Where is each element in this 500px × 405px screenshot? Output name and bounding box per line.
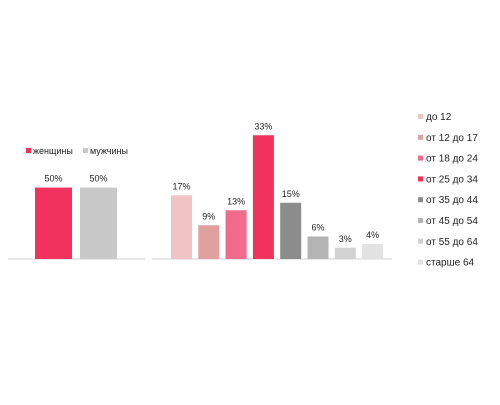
age-legend-label-4: от 35 до 44 bbox=[426, 195, 478, 206]
gender-legend-label-0: женщины bbox=[33, 146, 73, 156]
age-legend-label-6: от 55 до 64 bbox=[426, 237, 478, 248]
gender-legend-label-1: мужчины bbox=[90, 146, 128, 156]
age-bar-1 bbox=[198, 225, 220, 259]
age-bar-4 bbox=[280, 202, 302, 259]
age-legend-swatch-1 bbox=[418, 134, 423, 140]
age-bar-label-6: 3% bbox=[339, 234, 352, 244]
age-bar-label-2: 13% bbox=[227, 196, 245, 206]
gender-bar-0 bbox=[35, 187, 72, 259]
age-bar-3 bbox=[252, 135, 274, 259]
age-bar-label-1: 9% bbox=[202, 211, 215, 221]
age-legend-swatch-5 bbox=[418, 218, 423, 223]
age-legend-swatch-2 bbox=[418, 155, 423, 161]
age-bar-label-0: 17% bbox=[172, 181, 190, 191]
age-bar-label-3: 33% bbox=[254, 121, 272, 131]
gender-bar-label-0: 50% bbox=[44, 174, 62, 184]
age-legend-swatch-6 bbox=[418, 238, 423, 244]
age-legend-label-7: старше 64 bbox=[426, 258, 475, 269]
age-bar-5 bbox=[307, 236, 329, 259]
age-bar-7 bbox=[362, 244, 384, 259]
age-legend-swatch-0 bbox=[418, 114, 423, 119]
age-legend-swatch-4 bbox=[418, 197, 423, 203]
gender-bar-1 bbox=[80, 187, 117, 259]
age-legend-label-1: от 12 до 17 bbox=[426, 133, 478, 144]
age-bar-0 bbox=[171, 195, 192, 259]
age-bar-2 bbox=[225, 210, 247, 259]
gender-bar-label-1: 50% bbox=[89, 174, 107, 184]
age-bar-label-4: 15% bbox=[282, 189, 300, 199]
age-legend-label-0: до 12 bbox=[426, 112, 452, 123]
gender-legend-swatch-0 bbox=[26, 148, 31, 153]
age-bar-label-7: 4% bbox=[366, 230, 379, 240]
age-bar-6 bbox=[334, 247, 356, 259]
age-bar-label-5: 6% bbox=[311, 223, 324, 233]
age-legend-swatch-3 bbox=[418, 176, 423, 182]
age-legend-label-3: от 25 до 34 bbox=[426, 174, 478, 185]
gender-legend-swatch-1 bbox=[83, 148, 88, 153]
age-legend-label-2: от 18 до 24 bbox=[426, 154, 478, 165]
age-legend-label-5: от 45 до 54 bbox=[426, 216, 478, 227]
age-legend-swatch-7 bbox=[418, 259, 423, 265]
